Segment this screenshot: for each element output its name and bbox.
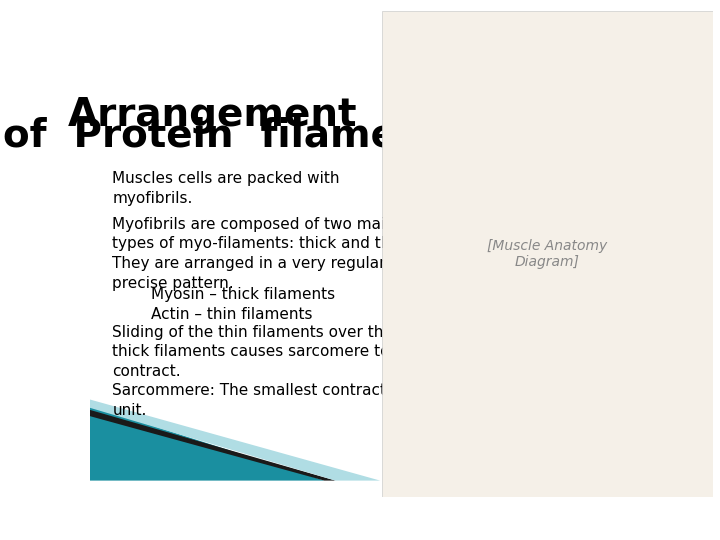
Text: [Muscle Anatomy
Diagram]: [Muscle Anatomy Diagram]: [487, 239, 608, 269]
Text: Muscles cells are packed with
myofibrils.: Muscles cells are packed with myofibrils…: [112, 171, 340, 206]
Text: Arrangement: Arrangement: [68, 96, 358, 134]
Text: Sarcommere: The smallest contractile
unit.: Sarcommere: The smallest contractile uni…: [112, 383, 405, 417]
Text: Myosin – thick filaments
        Actin – thin filaments: Myosin – thick filaments Actin – thin fi…: [112, 287, 336, 322]
Polygon shape: [90, 400, 380, 481]
Text: Myofibrils are composed of two main
types of myo-filaments: thick and thin.
They: Myofibrils are composed of two main type…: [112, 217, 410, 291]
FancyBboxPatch shape: [382, 11, 713, 497]
Text: Sliding of the thin filaments over the
thick filaments causes sarcomere to
contr: Sliding of the thin filaments over the t…: [112, 325, 393, 379]
Text: of  Protein  filaments: of Protein filaments: [4, 117, 467, 155]
Polygon shape: [90, 406, 324, 481]
Polygon shape: [90, 410, 336, 481]
